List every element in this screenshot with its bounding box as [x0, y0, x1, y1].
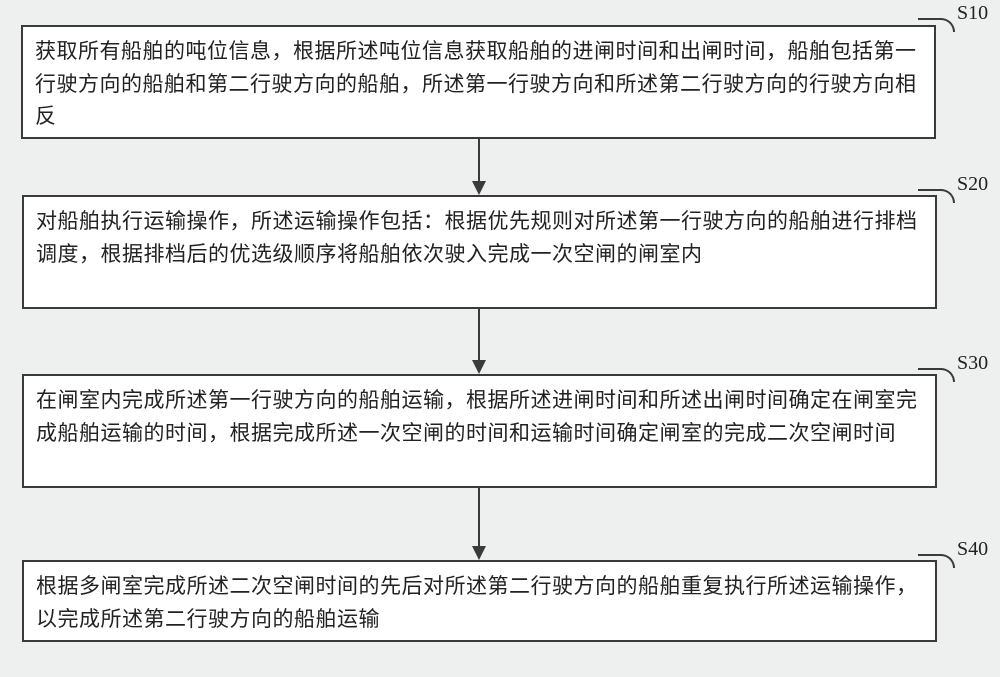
- step-text-s10: 获取所有船舶的吨位信息，根据所述吨位信息获取船舶的进闸时间和出闸时间，船舶包括第…: [35, 39, 917, 128]
- leader-s20: [918, 189, 955, 203]
- step-box-s30: 在闸室内完成所述第一行驶方向的船舶运输，根据所述进闸时间和所述出闸时间确定在闸室…: [22, 374, 937, 488]
- leader-s10: [918, 18, 955, 32]
- step-box-s10: 获取所有船舶的吨位信息，根据所述吨位信息获取船舶的进闸时间和出闸时间，船舶包括第…: [21, 25, 936, 139]
- flowchart-canvas: 获取所有船舶的吨位信息，根据所述吨位信息获取船舶的进闸时间和出闸时间，船舶包括第…: [0, 0, 1000, 677]
- arrow-s10-s20: [479, 139, 480, 195]
- step-text-s30: 在闸室内完成所述第一行驶方向的船舶运输，根据所述进闸时间和所述出闸时间确定在闸室…: [36, 388, 918, 445]
- arrow-s30-s40: [479, 488, 480, 560]
- step-box-s20: 对船舶执行运输操作，所述运输操作包括：根据优先规则对所述第一行驶方向的船舶进行排…: [22, 195, 937, 309]
- step-text-s20: 对船舶执行运输操作，所述运输操作包括：根据优先规则对所述第一行驶方向的船舶进行排…: [36, 209, 918, 266]
- step-label-s40: S40: [957, 538, 988, 561]
- step-label-s30: S30: [957, 352, 988, 375]
- arrow-s20-s30: [479, 309, 480, 374]
- step-text-s40: 根据多闸室完成所述二次空闸时间的先后对所述第二行驶方向的船舶重复执行所述运输操作…: [36, 574, 918, 631]
- leader-s40: [918, 554, 955, 568]
- step-label-s20: S20: [957, 173, 988, 196]
- step-box-s40: 根据多闸室完成所述二次空闸时间的先后对所述第二行驶方向的船舶重复执行所述运输操作…: [22, 560, 937, 642]
- leader-s30: [918, 368, 955, 382]
- step-label-s10: S10: [957, 2, 988, 25]
